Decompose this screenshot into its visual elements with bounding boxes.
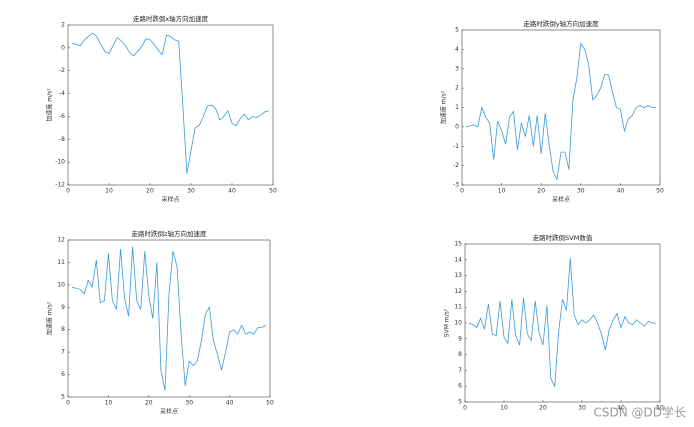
y-tick-label: 13 bbox=[454, 272, 462, 279]
x-axis-label: 采样点 bbox=[161, 196, 179, 204]
x-tick-label: 0 bbox=[66, 400, 70, 407]
x-tick-label: 30 bbox=[577, 188, 585, 195]
y-tick-label: 14 bbox=[454, 256, 462, 263]
data-line bbox=[71, 246, 267, 391]
x-tick-label: 10 bbox=[500, 405, 508, 412]
x-tick-label: 0 bbox=[66, 188, 70, 195]
x-axis-label: 采样点 bbox=[160, 408, 178, 416]
x-tick-label: 50 bbox=[656, 405, 664, 412]
x-tick-label: 40 bbox=[226, 400, 234, 407]
y-tick-label: 11 bbox=[57, 259, 65, 266]
x-tick-label: 20 bbox=[146, 188, 154, 195]
y-tick-label: 5 bbox=[455, 27, 459, 34]
y-tick-label: 2 bbox=[61, 22, 65, 29]
chart-title: 走路时跌倒x轴方向加速度 bbox=[133, 14, 209, 23]
y-tick-label: 5 bbox=[458, 399, 462, 406]
x-tick-label: 10 bbox=[105, 400, 113, 407]
x-axis-label: 采样点 bbox=[552, 196, 570, 204]
x-tick-label: 20 bbox=[537, 188, 545, 195]
plot-area bbox=[67, 24, 274, 186]
y-tick-label: 10 bbox=[57, 281, 65, 288]
x-tick-label: 10 bbox=[105, 188, 113, 195]
chart-title: 走路时跌倒z轴方向加速度 bbox=[132, 229, 207, 238]
chart-title: 走路时跌倒SVM数值 bbox=[533, 233, 593, 242]
y-tick-label: 4 bbox=[455, 46, 459, 53]
y-axis-label: 加速度 m/s² bbox=[46, 88, 54, 122]
y-tick-label: 8 bbox=[458, 351, 462, 358]
y-tick-label: 0 bbox=[61, 44, 65, 51]
y-tick-label: 2 bbox=[455, 85, 459, 92]
y-tick-label: 12 bbox=[57, 237, 65, 244]
y-tick-label: 10 bbox=[454, 320, 462, 327]
y-tick-label: 9 bbox=[458, 335, 462, 342]
y-axis-label: 加速度 m/s² bbox=[440, 90, 448, 124]
x-tick-label: 30 bbox=[578, 405, 586, 412]
data-line bbox=[468, 258, 657, 388]
data-line bbox=[71, 32, 270, 174]
y-tick-label: 8 bbox=[61, 326, 65, 333]
y-tick-label: -3 bbox=[453, 182, 459, 189]
y-axis-label: 加速度 m/s² bbox=[46, 301, 54, 335]
x-tick-label: 50 bbox=[266, 400, 274, 407]
x-tick-label: 50 bbox=[269, 188, 277, 195]
y-tick-label: 6 bbox=[61, 371, 65, 378]
y-tick-label: 6 bbox=[458, 383, 462, 390]
y-tick-label: -4 bbox=[59, 90, 65, 97]
y-tick-label: -2 bbox=[453, 162, 459, 169]
data-line bbox=[465, 42, 656, 181]
watermark: CSDN @DD学长 bbox=[593, 405, 686, 420]
y-tick-label: 11 bbox=[454, 304, 462, 311]
y-axis-label: SVM m/s² bbox=[444, 308, 451, 337]
y-tick-label: -10 bbox=[55, 159, 65, 166]
chart-title: 走路时跌倒y轴方向加速度 bbox=[523, 19, 599, 28]
plot-area bbox=[464, 243, 661, 403]
x-tick-label: 50 bbox=[656, 188, 664, 195]
y-tick-label: 12 bbox=[454, 288, 462, 295]
x-tick-label: 30 bbox=[185, 400, 193, 407]
x-tick-label: 10 bbox=[498, 188, 506, 195]
y-tick-label: 7 bbox=[61, 349, 65, 356]
y-tick-label: 3 bbox=[455, 65, 459, 72]
y-tick-label: 5 bbox=[61, 394, 65, 401]
y-tick-label: -6 bbox=[59, 113, 65, 120]
x-tick-label: 0 bbox=[463, 405, 467, 412]
x-tick-label: 20 bbox=[539, 405, 547, 412]
x-tick-label: 40 bbox=[617, 188, 625, 195]
plot-area bbox=[461, 29, 661, 186]
y-tick-label: -12 bbox=[55, 182, 65, 189]
y-tick-label: 1 bbox=[455, 104, 459, 111]
y-tick-label: -2 bbox=[59, 67, 65, 74]
y-tick-label: 9 bbox=[61, 304, 65, 311]
y-tick-label: -8 bbox=[59, 136, 65, 143]
y-tick-label: -1 bbox=[453, 143, 459, 150]
x-tick-label: 0 bbox=[460, 188, 464, 195]
x-tick-label: 20 bbox=[145, 400, 153, 407]
x-tick-label: 40 bbox=[617, 405, 625, 412]
y-tick-label: 7 bbox=[458, 367, 462, 374]
y-tick-label: 15 bbox=[454, 241, 462, 248]
x-tick-label: 30 bbox=[187, 188, 195, 195]
y-tick-label: 0 bbox=[455, 123, 459, 130]
x-tick-label: 40 bbox=[228, 188, 236, 195]
plot-area bbox=[67, 239, 271, 398]
